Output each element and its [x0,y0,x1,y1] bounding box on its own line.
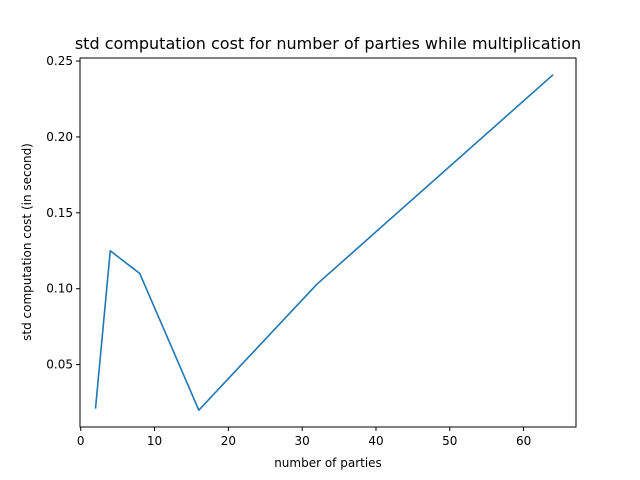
x-tick-label: 20 [221,434,236,448]
y-axis-label: std computation cost (in second) [20,143,34,341]
plot-frame [79,57,577,428]
y-tick-label: 0.25 [46,54,73,68]
chart-title: std computation cost for number of parti… [75,34,581,53]
x-axis: 0 10 20 30 40 50 60 [77,427,531,448]
x-tick-label: 10 [147,434,162,448]
y-tick-label: 0.15 [46,206,73,220]
y-tick-label: 0.20 [46,130,73,144]
x-tick-label: 30 [295,434,310,448]
y-tick-label: 0.10 [46,282,73,296]
x-tick-label: 50 [442,434,457,448]
x-tick-label: 0 [77,434,85,448]
y-axis: 0.05 0.10 0.15 0.20 0.25 [46,54,80,372]
x-tick-label: 60 [516,434,531,448]
x-tick-label: 40 [368,434,383,448]
y-tick-label: 0.05 [46,358,73,372]
plot-area [94,74,554,411]
x-axis-label: number of parties [274,456,382,470]
series-line [94,74,554,411]
